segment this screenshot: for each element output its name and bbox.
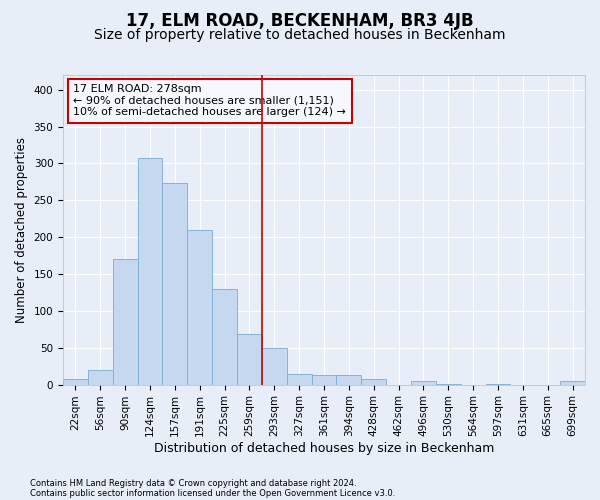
Bar	[212, 289, 237, 384]
Text: Size of property relative to detached houses in Beckenham: Size of property relative to detached ho…	[94, 28, 506, 42]
Bar	[311, 375, 337, 384]
Bar	[163, 184, 187, 384]
Bar	[113, 260, 137, 384]
Bar	[262, 348, 287, 385]
Bar	[187, 230, 212, 384]
Y-axis label: Number of detached properties: Number of detached properties	[15, 137, 28, 323]
Bar	[411, 381, 436, 384]
Text: 17, ELM ROAD, BECKENHAM, BR3 4JB: 17, ELM ROAD, BECKENHAM, BR3 4JB	[126, 12, 474, 30]
Text: Contains public sector information licensed under the Open Government Licence v3: Contains public sector information licen…	[30, 488, 395, 498]
Text: 17 ELM ROAD: 278sqm
← 90% of detached houses are smaller (1,151)
10% of semi-det: 17 ELM ROAD: 278sqm ← 90% of detached ho…	[73, 84, 346, 117]
Bar	[137, 158, 163, 384]
Bar	[337, 375, 361, 384]
Bar	[287, 374, 311, 384]
Bar	[237, 334, 262, 384]
Bar	[63, 380, 88, 384]
Bar	[88, 370, 113, 384]
Bar	[361, 378, 386, 384]
Bar	[560, 381, 585, 384]
X-axis label: Distribution of detached houses by size in Beckenham: Distribution of detached houses by size …	[154, 442, 494, 455]
Text: Contains HM Land Registry data © Crown copyright and database right 2024.: Contains HM Land Registry data © Crown c…	[30, 478, 356, 488]
